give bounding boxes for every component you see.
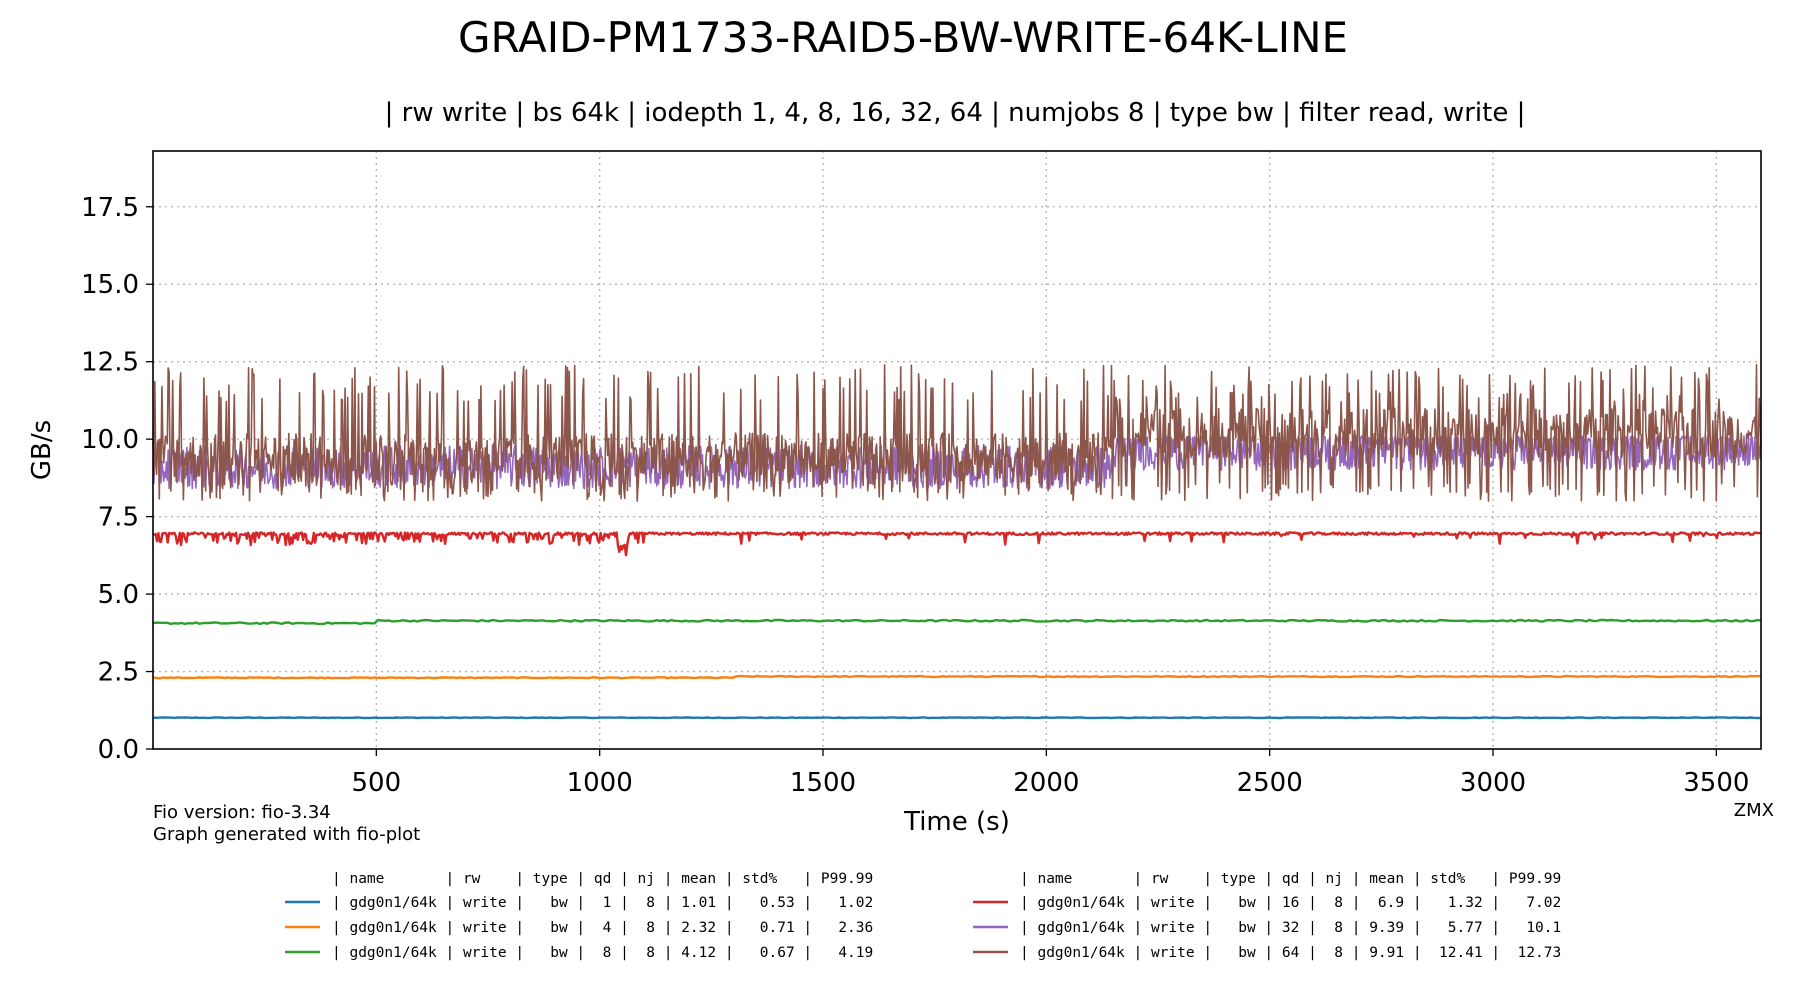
y-tick-label: 0.0: [98, 735, 139, 765]
plot-frame: [152, 150, 1762, 750]
series-line-qd8: [152, 618, 1762, 626]
x-tick-label: 1000: [567, 768, 633, 798]
x-tick-label: 1500: [790, 768, 856, 798]
axis-ticks: 500 1000 1500 2000 2500 3000 3500 0.0 2.5 5.0 7.5 1…: [81, 193, 1749, 798]
legend-entry: | gdg0n1/64k | write | bw | 16 | 8 | 6.9…: [1020, 895, 1561, 911]
x-tick-label: 2500: [1237, 768, 1303, 798]
y-tick-label: 10.0: [81, 425, 139, 455]
watermark-text: ZMX: [1734, 800, 1774, 821]
y-tick-label: 17.5: [81, 193, 139, 223]
x-tick-label: 2000: [1013, 768, 1079, 798]
series-line-qd1: [152, 716, 1762, 720]
chart-subtitle: | rw write | bs 64k | iodepth 1, 4, 8, 1…: [385, 98, 1526, 128]
chart-title: GRAID-PM1733-RAID5-BW-WRITE-64K-LINE: [458, 13, 1348, 62]
legend-entry: | gdg0n1/64k | write | bw | 64 | 8 | 9.9…: [1020, 945, 1561, 961]
y-tick-label: 2.5: [98, 658, 139, 688]
legend-entry: | gdg0n1/64k | write | bw | 32 | 8 | 9.3…: [1020, 920, 1561, 936]
x-tick-label: 500: [352, 768, 402, 798]
legend-header-left: | name | rw | type | qd | nj | mean | st…: [332, 871, 873, 887]
y-axis-label: GB/s: [27, 420, 57, 480]
series-line-qd4: [152, 674, 1761, 680]
y-tick-label: 15.0: [81, 270, 139, 300]
grid: [153, 151, 1761, 749]
legend: | name | rw | type | qd | nj | mean | st…: [285, 871, 1561, 961]
legend-header-right: | name | rw | type | qd | nj | mean | st…: [1020, 871, 1561, 887]
legend-entry: | gdg0n1/64k | write | bw | 1 | 8 | 1.01…: [332, 895, 873, 911]
generated-with-text: Graph generated with fio-plot: [153, 824, 420, 845]
y-tick-label: 12.5: [81, 348, 139, 378]
x-axis-label: Time (s): [903, 807, 1010, 837]
y-tick-label: 7.5: [98, 503, 139, 533]
x-tick-label: 3000: [1460, 768, 1526, 798]
series-line-qd16: [152, 531, 1762, 557]
legend-entry: | gdg0n1/64k | write | bw | 4 | 8 | 2.32…: [332, 920, 873, 936]
y-tick-label: 5.0: [98, 580, 139, 610]
fio-version-text: Fio version: fio-3.34: [153, 802, 331, 823]
x-tick-label: 3500: [1683, 768, 1749, 798]
series-group: [152, 364, 1762, 720]
series-line-qd64: [152, 364, 1762, 502]
legend-entry: | gdg0n1/64k | write | bw | 8 | 8 | 4.12…: [332, 945, 873, 961]
